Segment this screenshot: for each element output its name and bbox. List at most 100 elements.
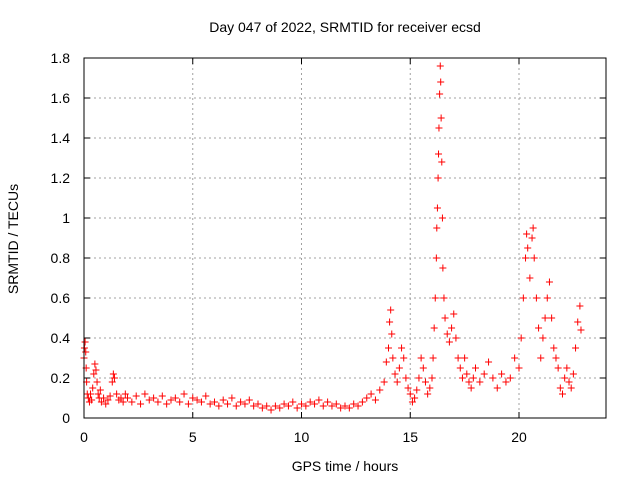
data-point	[341, 402, 349, 410]
data-point	[215, 402, 223, 410]
data-point	[298, 400, 305, 408]
data-point	[117, 394, 125, 402]
data-point	[431, 294, 439, 302]
x-tick-label: 20	[511, 429, 527, 445]
data-point	[559, 390, 566, 398]
data-point	[441, 314, 449, 322]
data-point	[430, 324, 438, 332]
data-point	[219, 396, 227, 404]
data-point	[493, 384, 501, 392]
data-point	[523, 230, 531, 238]
data-point	[436, 62, 444, 70]
data-point	[400, 354, 408, 362]
data-point	[577, 326, 585, 334]
data-point	[345, 404, 353, 412]
data-point	[306, 398, 314, 406]
data-point	[443, 330, 451, 338]
data-point	[171, 394, 179, 402]
data-point	[572, 344, 580, 352]
data-point	[350, 400, 358, 408]
y-tick-label: 1.6	[51, 90, 71, 106]
data-point	[530, 254, 538, 262]
data-point	[100, 394, 108, 402]
data-point	[254, 400, 262, 408]
data-point	[563, 364, 571, 372]
data-point	[438, 214, 446, 222]
data-point	[576, 302, 584, 310]
data-point	[121, 390, 129, 398]
data-point	[476, 378, 484, 386]
data-point	[552, 354, 560, 362]
data-point	[406, 390, 414, 398]
data-point	[119, 398, 127, 406]
data-point	[158, 392, 166, 400]
data-point	[113, 390, 121, 398]
data-point	[548, 314, 556, 322]
data-point	[437, 114, 445, 122]
data-point	[380, 378, 388, 386]
data-point	[545, 278, 553, 286]
data-point	[506, 374, 514, 382]
x-tick-label: 5	[189, 429, 197, 445]
data-point	[94, 390, 102, 398]
data-point	[424, 390, 432, 398]
data-point	[404, 384, 412, 392]
data-point	[543, 294, 551, 302]
data-point	[402, 374, 410, 382]
y-tick-label: 0.6	[51, 290, 71, 306]
data-point	[206, 400, 214, 408]
data-point	[565, 378, 573, 386]
data-point	[428, 374, 436, 382]
data-point	[108, 378, 116, 386]
data-point	[332, 400, 340, 408]
data-point	[429, 354, 437, 362]
data-point	[141, 390, 149, 398]
data-point	[529, 224, 537, 232]
data-point	[91, 360, 99, 368]
data-point	[97, 398, 105, 406]
x-tick-label: 0	[80, 429, 88, 445]
axis-ticks: 0 0.2 0.4 0.6 0.8 1 1.2 1.4 1.6 1.8 0 5 10 15 20	[51, 50, 606, 445]
data-point	[87, 390, 95, 398]
data-point	[211, 398, 218, 406]
data-point	[315, 396, 323, 404]
data-points	[80, 62, 585, 414]
data-point	[461, 354, 469, 362]
data-point	[524, 244, 532, 252]
data-point	[358, 398, 366, 406]
y-tick-label: 1.8	[51, 50, 71, 66]
data-point	[176, 398, 184, 406]
data-point	[561, 374, 569, 382]
data-point	[132, 392, 140, 400]
y-tick-label: 0.2	[51, 370, 71, 386]
data-point	[469, 374, 477, 382]
data-point	[280, 400, 288, 408]
data-point	[197, 398, 205, 406]
data-point	[289, 398, 297, 406]
data-point	[567, 384, 575, 392]
data-point	[245, 396, 253, 404]
data-point	[389, 354, 397, 362]
data-point	[436, 90, 444, 98]
data-point	[180, 390, 188, 398]
y-tick-label: 1	[62, 210, 70, 226]
data-point	[413, 386, 421, 394]
data-point	[284, 402, 292, 410]
data-point	[421, 378, 429, 386]
data-point	[519, 294, 527, 302]
x-tick-label: 15	[402, 429, 418, 445]
y-axis-label: SRMTID / TECUs	[5, 184, 21, 294]
data-point	[385, 344, 392, 352]
data-point	[541, 314, 549, 322]
data-point	[371, 396, 379, 404]
data-point	[458, 374, 466, 382]
data-point	[128, 398, 136, 406]
x-axis-label: GPS time / hours	[292, 458, 399, 474]
chart-title: Day 047 of 2022, SRMTID for receiver ecs…	[209, 19, 481, 35]
data-point	[415, 374, 423, 382]
data-point	[137, 400, 145, 408]
grid-lines	[84, 58, 606, 418]
data-point	[267, 406, 275, 414]
data-point	[271, 402, 279, 410]
